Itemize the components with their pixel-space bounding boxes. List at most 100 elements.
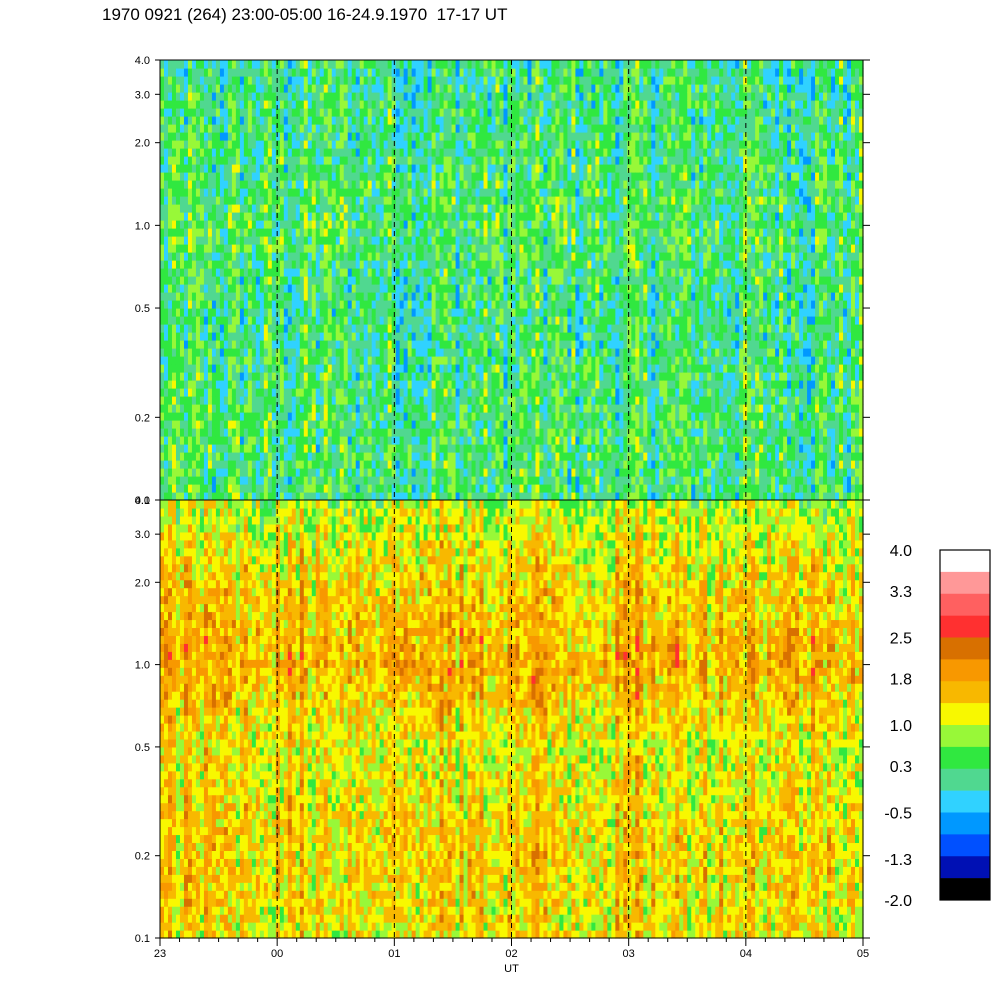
heatmap-cell: [383, 380, 389, 389]
heatmap-cell: [447, 148, 453, 157]
heatmap-cell: [319, 292, 325, 301]
heatmap-cell: [411, 276, 417, 285]
heatmap-cell: [343, 292, 349, 301]
heatmap-cell: [279, 172, 285, 181]
heatmap-cell: [459, 260, 465, 269]
heatmap-cell: [251, 308, 257, 317]
heatmap-cell: [227, 228, 233, 237]
heatmap-cell: [243, 292, 249, 301]
heatmap-cell: [259, 468, 265, 477]
heatmap-cell: [395, 260, 401, 269]
heatmap-cell: [351, 244, 357, 253]
heatmap-cell: [503, 204, 509, 213]
heatmap-cell: [503, 348, 509, 357]
heatmap-cell: [211, 332, 217, 341]
heatmap-cell: [411, 180, 417, 189]
heatmap-cell: [160, 436, 165, 445]
heatmap-cell: [191, 156, 197, 165]
heatmap-cell: [239, 100, 245, 109]
heatmap-cell: [211, 436, 217, 445]
heatmap-cell: [351, 308, 357, 317]
heatmap-cell: [299, 284, 305, 293]
heatmap-cell: [235, 324, 241, 333]
heatmap-cell: [303, 236, 309, 245]
heatmap-cell: [339, 308, 345, 317]
heatmap-cell: [163, 412, 169, 421]
heatmap-cell: [343, 332, 349, 341]
heatmap-cell: [263, 340, 269, 349]
heatmap-cell: [291, 228, 297, 237]
heatmap-cell: [291, 268, 297, 277]
heatmap-cell: [263, 356, 269, 365]
heatmap-cell: [207, 428, 213, 437]
heatmap-cell: [187, 148, 193, 157]
heatmap-cell: [303, 68, 309, 77]
heatmap-cell: [175, 380, 181, 389]
heatmap-cell: [171, 348, 177, 357]
heatmap-cell: [295, 172, 301, 181]
heatmap-cell: [279, 364, 285, 373]
heatmap-cell: [315, 228, 321, 237]
heatmap-cell: [163, 484, 169, 493]
heatmap-cell: [331, 484, 337, 493]
heatmap-cell: [327, 148, 333, 157]
heatmap-cell: [515, 252, 521, 261]
heatmap-cell: [263, 372, 269, 381]
heatmap-cell: [299, 220, 305, 229]
heatmap-cell: [327, 220, 333, 229]
heatmap-cell: [259, 372, 265, 381]
heatmap-cell: [239, 308, 245, 317]
heatmap-cell: [243, 204, 249, 213]
heatmap-cell: [427, 180, 433, 189]
heatmap-cell: [511, 300, 517, 309]
heatmap-cell: [483, 220, 489, 229]
heatmap-cell: [491, 388, 497, 397]
heatmap-cell: [231, 172, 237, 181]
heatmap-cell: [243, 380, 249, 389]
heatmap-cell: [443, 356, 449, 365]
heatmap-cell: [335, 268, 341, 277]
heatmap-cell: [347, 228, 353, 237]
heatmap-cell: [359, 252, 365, 261]
heatmap-cell: [323, 252, 329, 261]
heatmap-cell: [371, 324, 377, 333]
heatmap-cell: [475, 132, 481, 141]
heatmap-cell: [375, 460, 381, 469]
heatmap-cell: [339, 348, 345, 357]
heatmap-cell: [211, 404, 217, 413]
heatmap-cell: [303, 460, 309, 469]
heatmap-cell: [415, 316, 421, 325]
heatmap-cell: [363, 188, 369, 197]
heatmap-cell: [343, 444, 349, 453]
heatmap-cell: [183, 260, 189, 269]
heatmap-cell: [371, 420, 377, 429]
heatmap-cell: [403, 316, 409, 325]
heatmap-cell: [291, 324, 297, 333]
heatmap-cell: [407, 380, 413, 389]
heatmap-cell: [375, 260, 381, 269]
heatmap-cell: [423, 444, 429, 453]
heatmap-cell: [311, 180, 317, 189]
heatmap-cell: [375, 332, 381, 341]
heatmap-cell: [263, 332, 269, 341]
heatmap-cell: [235, 140, 241, 149]
heatmap-cell: [435, 276, 441, 285]
heatmap-cell: [339, 68, 345, 77]
heatmap-cell: [279, 276, 285, 285]
heatmap-cell: [375, 132, 381, 141]
heatmap-cell: [511, 428, 517, 437]
heatmap-cell: [343, 124, 349, 133]
heatmap-cell: [163, 204, 169, 213]
heatmap-cell: [487, 244, 493, 253]
heatmap-cell: [279, 148, 285, 157]
heatmap-cell: [195, 220, 201, 229]
heatmap-cell: [383, 316, 389, 325]
heatmap-cell: [259, 164, 265, 173]
heatmap-cell: [215, 460, 221, 469]
heatmap-cell: [171, 396, 177, 405]
heatmap-cell: [243, 252, 249, 261]
heatmap-cell: [319, 164, 325, 173]
heatmap-cell: [507, 164, 513, 173]
heatmap-cell: [347, 380, 353, 389]
heatmap-cell: [355, 388, 361, 397]
